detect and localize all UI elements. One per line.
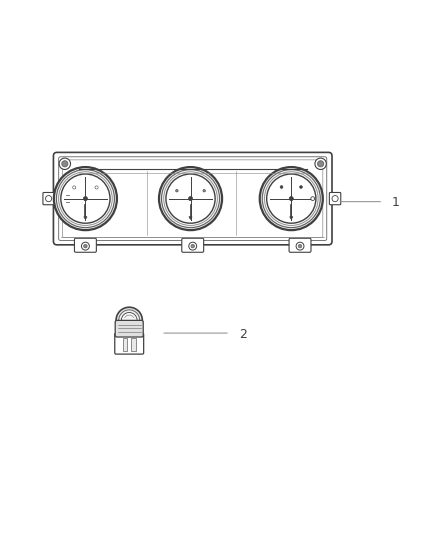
Circle shape bbox=[119, 310, 140, 331]
FancyBboxPatch shape bbox=[53, 152, 332, 245]
Circle shape bbox=[267, 174, 316, 223]
FancyBboxPatch shape bbox=[182, 238, 204, 252]
Circle shape bbox=[296, 242, 304, 250]
Circle shape bbox=[116, 307, 142, 334]
Circle shape bbox=[61, 174, 110, 223]
Circle shape bbox=[164, 172, 217, 225]
Circle shape bbox=[176, 189, 178, 192]
Circle shape bbox=[166, 174, 215, 223]
Circle shape bbox=[189, 242, 197, 250]
Circle shape bbox=[280, 185, 283, 189]
Circle shape bbox=[159, 167, 222, 230]
Circle shape bbox=[191, 245, 194, 248]
Circle shape bbox=[95, 186, 98, 189]
Circle shape bbox=[260, 167, 323, 230]
Circle shape bbox=[298, 245, 302, 248]
Circle shape bbox=[162, 169, 219, 228]
Circle shape bbox=[59, 172, 112, 225]
Bar bbox=[123, 338, 127, 351]
Circle shape bbox=[188, 197, 193, 200]
Circle shape bbox=[311, 197, 314, 200]
Bar bbox=[131, 338, 136, 351]
FancyBboxPatch shape bbox=[115, 320, 143, 337]
Circle shape bbox=[289, 197, 293, 200]
Circle shape bbox=[57, 169, 114, 228]
Polygon shape bbox=[84, 216, 87, 220]
Circle shape bbox=[318, 161, 324, 167]
Circle shape bbox=[265, 172, 318, 225]
FancyBboxPatch shape bbox=[115, 333, 144, 354]
FancyBboxPatch shape bbox=[289, 238, 311, 252]
Text: 2: 2 bbox=[239, 328, 247, 341]
Polygon shape bbox=[290, 216, 293, 220]
FancyBboxPatch shape bbox=[43, 192, 54, 205]
Circle shape bbox=[46, 196, 52, 201]
FancyBboxPatch shape bbox=[74, 238, 96, 252]
Polygon shape bbox=[189, 216, 192, 220]
Circle shape bbox=[81, 242, 89, 250]
Circle shape bbox=[59, 158, 71, 169]
Circle shape bbox=[73, 186, 76, 189]
Circle shape bbox=[54, 167, 117, 230]
FancyBboxPatch shape bbox=[329, 192, 341, 205]
Circle shape bbox=[83, 197, 88, 200]
Text: 1: 1 bbox=[392, 197, 400, 209]
Circle shape bbox=[121, 312, 137, 328]
Circle shape bbox=[84, 245, 87, 248]
Circle shape bbox=[332, 196, 338, 201]
Circle shape bbox=[203, 189, 205, 192]
Circle shape bbox=[315, 158, 326, 169]
Circle shape bbox=[62, 161, 68, 167]
Circle shape bbox=[262, 169, 320, 228]
Circle shape bbox=[300, 185, 302, 189]
